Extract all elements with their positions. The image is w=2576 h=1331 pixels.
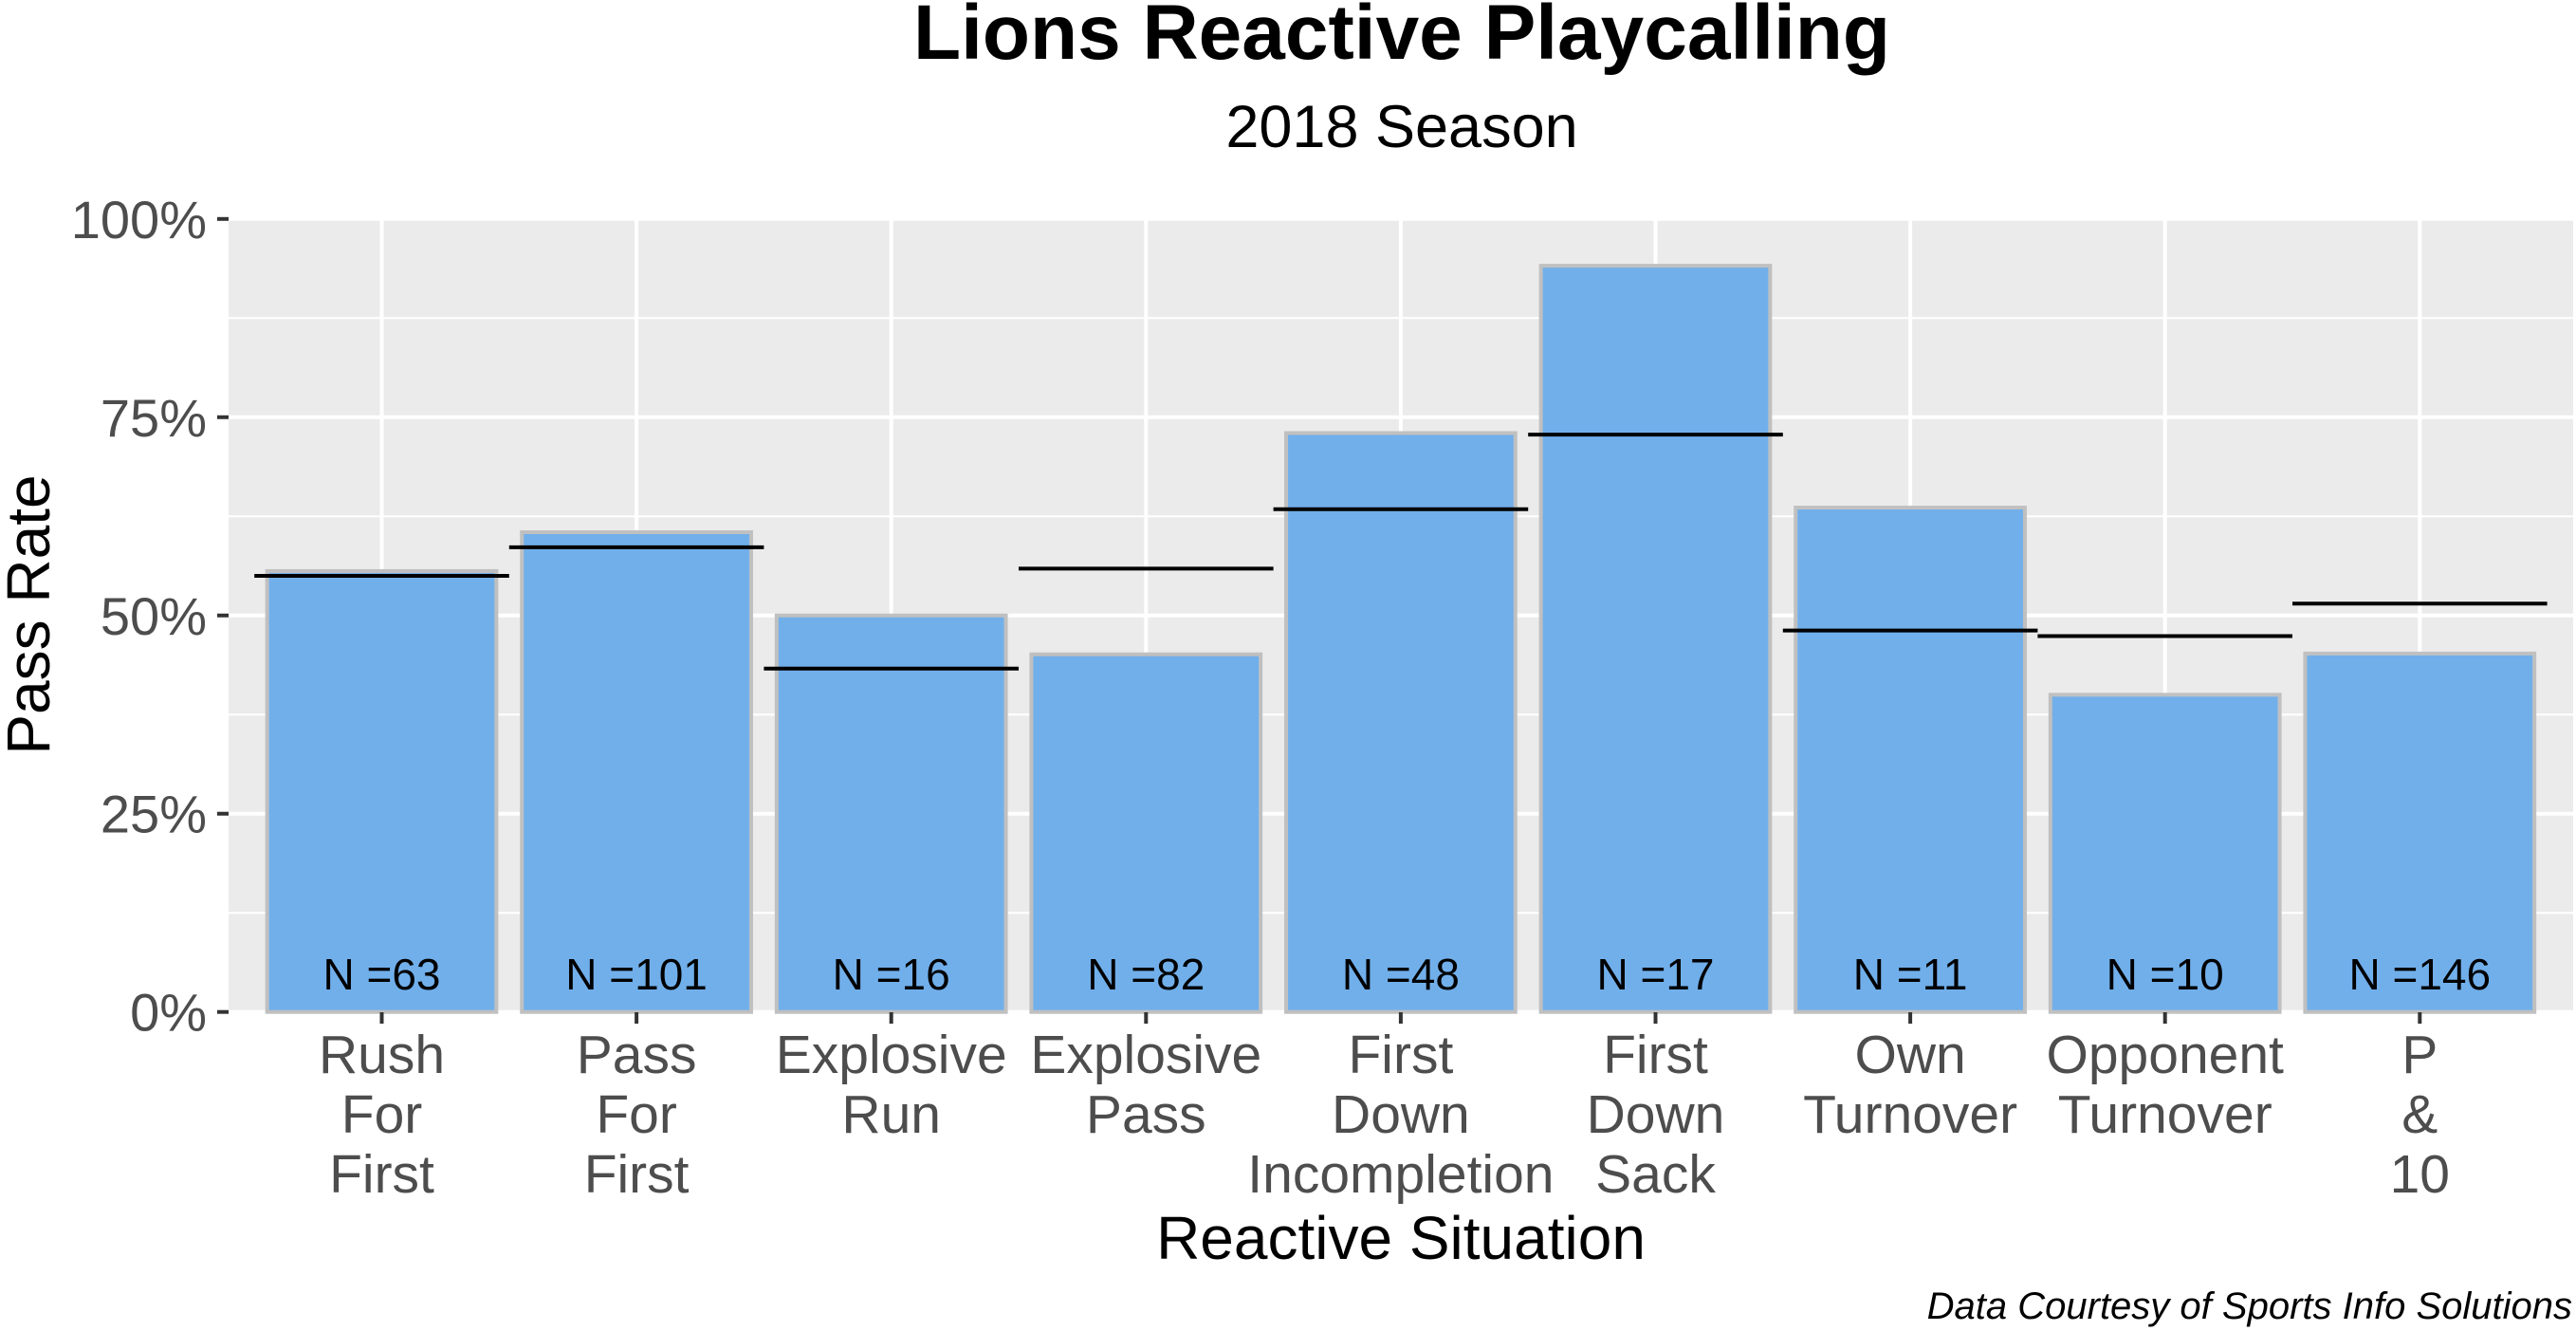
- x-tick-label-line: Run: [841, 1084, 941, 1145]
- sample-size-label: N =16: [833, 950, 950, 999]
- y-tick-label: 100%: [71, 190, 207, 250]
- y-tick-label: 50%: [101, 586, 207, 646]
- x-tick-label-line: Rush: [319, 1025, 445, 1085]
- sample-size-label: N =146: [2348, 950, 2491, 999]
- bar: [265, 568, 499, 1014]
- y-tick-label: 25%: [101, 785, 207, 844]
- sample-size-labels: N =63 N =101 N =16 N =82 N =48 N =17 N =11 N =1…: [322, 950, 2491, 999]
- x-tick-label-line: 10: [2390, 1144, 2450, 1205]
- x-tick-label: Explosive Pass: [1030, 1025, 1261, 1145]
- x-tick-label-line: For: [596, 1084, 677, 1145]
- x-tick-label-line: First: [1348, 1025, 1453, 1085]
- x-tick-label-line: Down: [1587, 1084, 1725, 1145]
- sample-size-label: N =48: [1342, 950, 1460, 999]
- x-tick-label-line: Explosive: [1030, 1025, 1261, 1085]
- x-axis-title: Reactive Situation: [1156, 1204, 1646, 1272]
- sample-size-label: N =10: [2107, 950, 2224, 999]
- x-tick-label-line: Down: [1332, 1084, 1470, 1145]
- x-tick-label-line: Turnover: [2058, 1084, 2272, 1145]
- sample-size-label: N =101: [565, 950, 708, 999]
- bar: [520, 529, 753, 1014]
- x-tick-label: P & 10: [2390, 1025, 2450, 1205]
- sample-size-label: N =82: [1087, 950, 1205, 999]
- x-tick-label: Explosive Run: [776, 1025, 1007, 1145]
- x-tick-label-line: Pass: [1086, 1084, 1206, 1145]
- bar: [2303, 651, 2537, 1014]
- x-tick-label-line: &: [2401, 1084, 2438, 1145]
- x-tick-label-line: Own: [1854, 1025, 1965, 1085]
- bar: [1794, 506, 2027, 1014]
- y-axis-title: Pass Rate: [0, 474, 63, 754]
- sample-size-label: N =63: [322, 950, 440, 999]
- x-tick-label: Pass For First: [577, 1025, 697, 1205]
- x-tick-label-line: First: [1603, 1025, 1708, 1085]
- chart-subtitle: 2018 Season: [1225, 94, 1577, 160]
- bar: [774, 613, 1008, 1014]
- x-tick-label: Rush For First: [319, 1025, 445, 1205]
- bar: [1284, 431, 1518, 1014]
- x-tick-label: First Down Sack: [1587, 1025, 1725, 1205]
- sample-size-label: N =17: [1596, 950, 1714, 999]
- x-tick-label: Own Turnover: [1803, 1025, 2017, 1145]
- x-tick-label-line: For: [341, 1084, 423, 1145]
- bar: [1538, 264, 1773, 1014]
- x-tick-label-line: P: [2401, 1025, 2438, 1085]
- y-axis: 0% 25% 50% 75% 100%: [71, 190, 229, 1043]
- y-tick-label: 75%: [101, 388, 207, 448]
- x-tick-label-line: Sack: [1595, 1144, 1716, 1205]
- x-tick-label-line: Explosive: [776, 1025, 1007, 1085]
- x-tick-label: First Down Incompletion: [1247, 1025, 1554, 1205]
- x-tick-label: Opponent Turnover: [2047, 1025, 2285, 1145]
- x-tick-label-line: Opponent: [2047, 1025, 2285, 1085]
- y-tick-label: 0%: [130, 983, 207, 1043]
- x-tick-label-line: Turnover: [1803, 1084, 2017, 1145]
- bar: [1029, 652, 1263, 1014]
- reference-lines: [254, 433, 2548, 671]
- chart-caption: Data Courtesy of Sports Info Solutions: [1927, 1285, 2572, 1327]
- chart-title: Lions Reactive Playcalling: [913, 0, 1890, 76]
- x-tick-label-line: First: [584, 1144, 690, 1205]
- bar: [2048, 693, 2282, 1014]
- x-tick-label-line: Pass: [577, 1025, 697, 1085]
- bars: [265, 264, 2537, 1014]
- x-tick-label-line: Incompletion: [1247, 1144, 1554, 1205]
- x-tick-label-line: First: [329, 1144, 434, 1205]
- sample-size-label: N =11: [1853, 950, 1968, 999]
